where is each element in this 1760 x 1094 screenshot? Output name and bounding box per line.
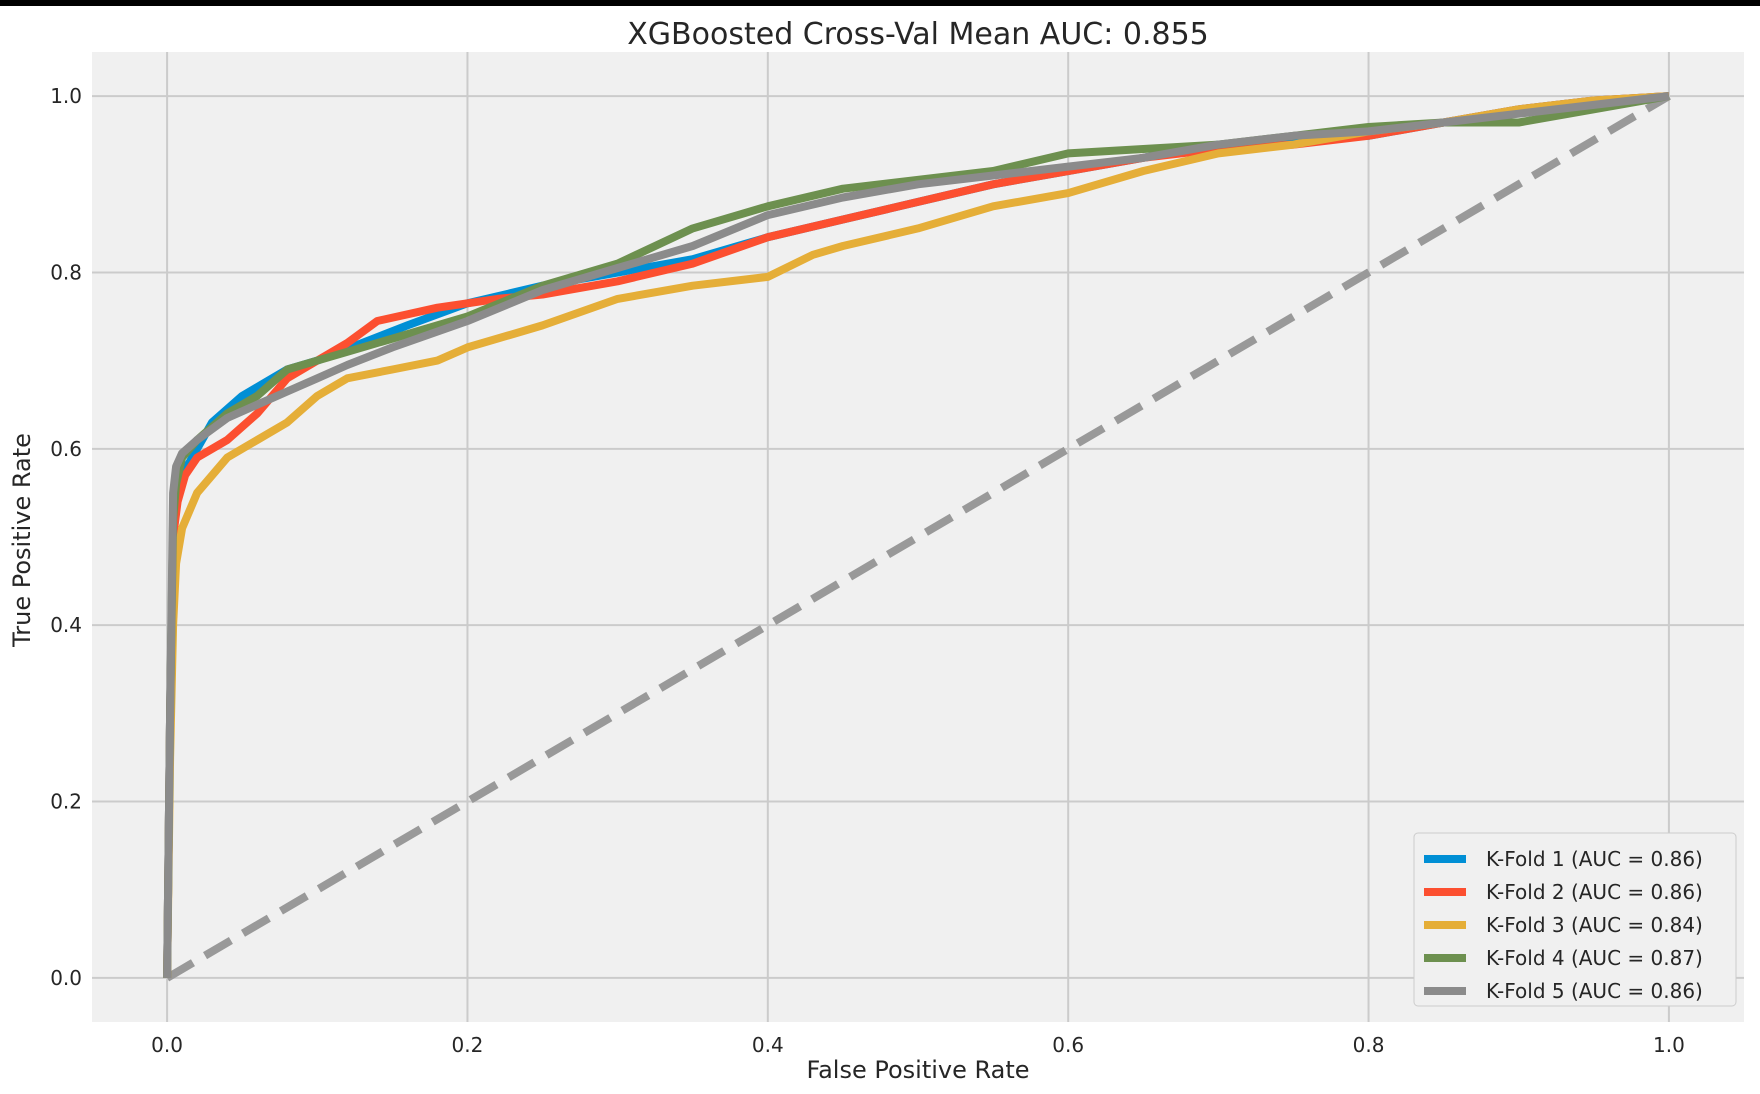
- x-tick-label: 0.2: [452, 1033, 484, 1057]
- y-tick-label: 0.0: [50, 966, 82, 990]
- y-tick-label: 0.8: [50, 260, 82, 284]
- chance-reference-line: [165, 92, 1671, 982]
- x-tick-label: 0.4: [752, 1033, 784, 1057]
- legend-label: K-Fold 4 (AUC = 0.87): [1486, 946, 1703, 970]
- tick-labels: 0.0 0.2 0.4 0.6 0.8 1.0 0.0 0.2 0.4 0.6 0.8 1.0: [50, 84, 1685, 1057]
- x-tick-label: 1.0: [1653, 1033, 1685, 1057]
- legend-label: K-Fold 5 (AUC = 0.86): [1486, 979, 1703, 1003]
- x-tick-label: 0.6: [1052, 1033, 1084, 1057]
- x-axis-label: False Positive Rate: [806, 1056, 1029, 1084]
- y-tick-label: 1.0: [50, 84, 82, 108]
- y-tick-label: 0.2: [50, 790, 82, 814]
- figure: 0.0 0.2 0.4 0.6 0.8 1.0 0.0 0.2 0.4 0.6 0.8 1.0 XGB…: [0, 6, 1760, 1094]
- legend-label: K-Fold 3 (AUC = 0.84): [1486, 913, 1703, 937]
- series-group: [163, 92, 1670, 978]
- y-tick-label: 0.4: [50, 613, 82, 637]
- x-tick-label: 0.0: [151, 1033, 183, 1057]
- legend-label: K-Fold 1 (AUC = 0.86): [1486, 847, 1703, 871]
- x-tick-label: 0.8: [1353, 1033, 1385, 1057]
- y-tick-label: 0.6: [50, 437, 82, 461]
- y-axis-label: True Positive Rate: [8, 433, 36, 648]
- roc-chart: 0.0 0.2 0.4 0.6 0.8 1.0 0.0 0.2 0.4 0.6 0.8 1.0 XGB…: [8, 17, 1744, 1084]
- reference-line-group: [165, 92, 1671, 982]
- series-line-kfold-3: [163, 92, 1670, 978]
- chart-title: XGBoosted Cross-Val Mean AUC: 0.855: [627, 17, 1209, 52]
- legend-frame: [1413, 832, 1737, 1007]
- legend: K-Fold 1 (AUC = 0.86) K-Fold 2 (AUC = 0.8…: [1413, 832, 1737, 1007]
- series-line-kfold-5: [163, 92, 1670, 978]
- legend-label: K-Fold 2 (AUC = 0.86): [1486, 880, 1703, 904]
